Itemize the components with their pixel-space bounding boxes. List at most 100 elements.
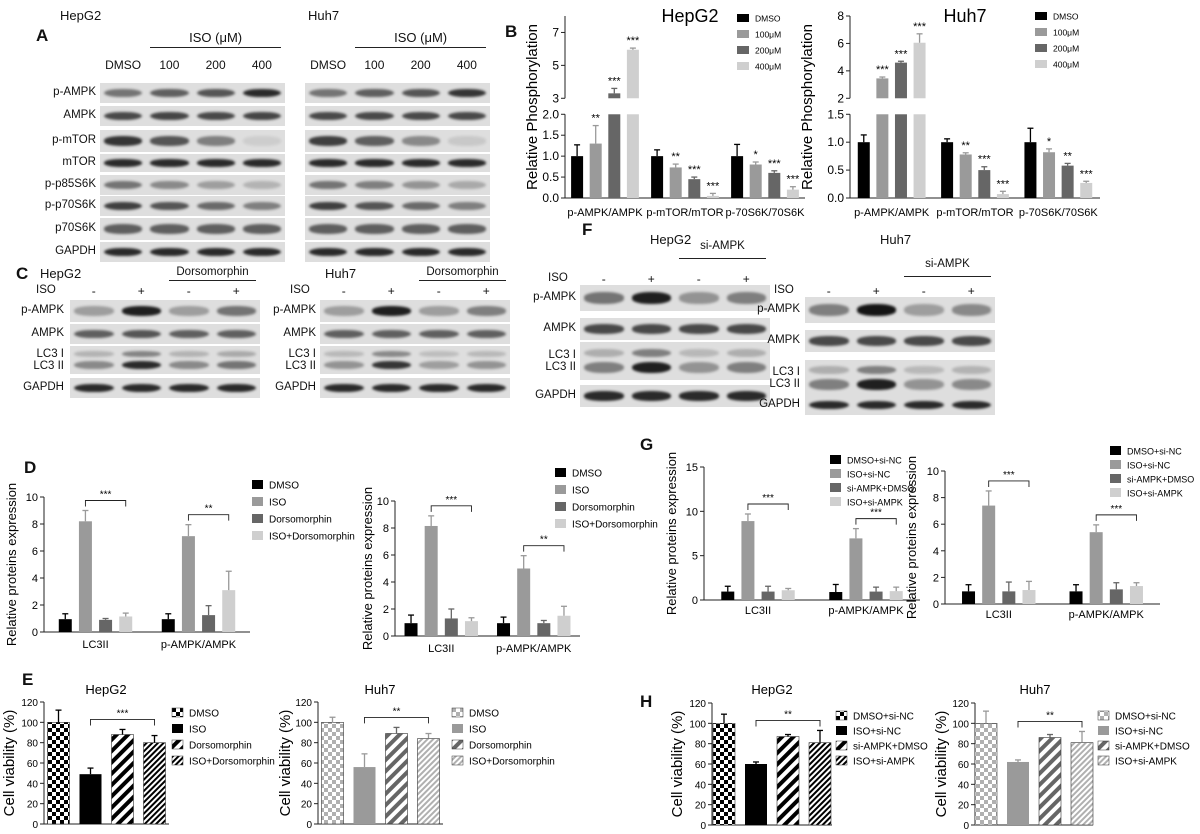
protein-band [951, 304, 991, 316]
category-label: LC3II [745, 605, 771, 617]
protein-band [242, 201, 281, 211]
bar [321, 722, 344, 825]
bar [58, 619, 72, 632]
legend-swatch [835, 740, 848, 751]
significance-label: *** [100, 490, 112, 501]
y-tick-label: 6 [32, 546, 38, 558]
blot-strip [100, 218, 285, 240]
protein-band [809, 336, 849, 346]
blot-row-label: GAPDH [23, 381, 64, 393]
legend-swatch [555, 468, 566, 477]
group-header-line [419, 280, 506, 281]
bar [894, 114, 907, 198]
lane-label: 100 [364, 58, 385, 72]
legend-label: ISO+Dorsomorphin [269, 532, 355, 543]
legend-swatch [252, 514, 263, 523]
y-tick-label: 1.0 [542, 149, 559, 163]
blot-strip [305, 175, 490, 195]
significance-bracket [1017, 721, 1083, 728]
bar [417, 738, 440, 825]
protein-band [104, 88, 143, 98]
legend-swatch [1097, 755, 1110, 766]
bar [776, 736, 800, 826]
lane-label: + [387, 284, 395, 298]
blot-row-label: p-p70S6K [44, 199, 96, 211]
legend-label: DMSO+si-NC [847, 456, 902, 466]
protein-band [401, 247, 440, 257]
blot-strip [805, 395, 995, 415]
lane-label: - [696, 272, 701, 286]
blot-title: Huh7 [325, 266, 357, 281]
lane-label: - [436, 284, 441, 298]
protein-band [150, 247, 189, 257]
blot-strip [70, 346, 260, 374]
protein-band [355, 224, 394, 234]
legend-swatch [1097, 710, 1110, 721]
protein-band [324, 383, 364, 393]
bar [1043, 152, 1056, 198]
significance-bracket [1095, 514, 1137, 521]
y-axis-label: Relative proteins expression [904, 456, 919, 619]
legend-swatch [451, 739, 464, 750]
legend-swatch [830, 483, 841, 492]
protein-band [74, 360, 114, 369]
significance-stars: ** [671, 151, 680, 163]
y-tick-label: 100 [689, 719, 706, 730]
protein-band [242, 180, 281, 190]
bar [876, 114, 889, 198]
significance-stars: *** [895, 48, 909, 60]
protein-band [196, 201, 235, 211]
protein-band [309, 224, 348, 234]
y-tick-label: 1.5 [542, 128, 559, 142]
y-tick-label: 60 [695, 760, 707, 771]
bar [222, 590, 236, 632]
protein-band [419, 383, 459, 393]
bar [876, 78, 889, 99]
blot-row-label: p-AMPK [533, 291, 576, 303]
blot-strip [805, 297, 995, 323]
protein-band [355, 159, 394, 167]
protein-band [216, 383, 256, 393]
bar [1069, 591, 1083, 604]
bar [849, 538, 863, 600]
y-tick-label: 2 [383, 604, 389, 616]
blot-row-label: p-AMPK [21, 304, 64, 316]
significance-label: *** [870, 508, 882, 519]
significance-label: ** [540, 535, 548, 546]
bar [404, 623, 418, 636]
significance-stars: *** [626, 35, 640, 47]
legend-swatch [1097, 740, 1110, 751]
category-label: p-mTOR/mTOR [936, 207, 1013, 219]
legend-label: DMSO [189, 709, 219, 720]
protein-band [401, 180, 440, 190]
protein-band [355, 136, 394, 146]
significance-bracket [523, 545, 565, 552]
blot-strip [580, 342, 770, 380]
protein-band [309, 136, 348, 146]
legend-label: ISO+si-AMPK [853, 757, 915, 768]
significance-stars: *** [913, 21, 927, 33]
legend-swatch [171, 755, 184, 766]
legend-swatch [835, 755, 848, 766]
bar [829, 592, 843, 600]
protein-band [631, 292, 671, 304]
legend-swatch [171, 707, 184, 718]
bar [385, 733, 408, 825]
bar [857, 142, 870, 198]
lane-label: + [742, 272, 750, 286]
legend-swatch [172, 724, 183, 733]
protein-band [447, 159, 486, 167]
y-tick-label: 8 [383, 523, 389, 535]
legend-label: ISO+si-NC [847, 470, 891, 480]
y-tick-label: 20 [695, 801, 707, 812]
blot-strip [580, 318, 770, 340]
y-tick-label: 60 [958, 760, 970, 771]
bar [808, 742, 832, 826]
bar [78, 521, 92, 632]
bar [1022, 590, 1036, 604]
category-label: p-AMPK/AMPK [496, 643, 572, 655]
legend-label: si-AMPK+DMSO [1115, 742, 1190, 753]
legend-label: DMSO [469, 709, 499, 720]
y-tick-label: 80 [301, 739, 313, 750]
